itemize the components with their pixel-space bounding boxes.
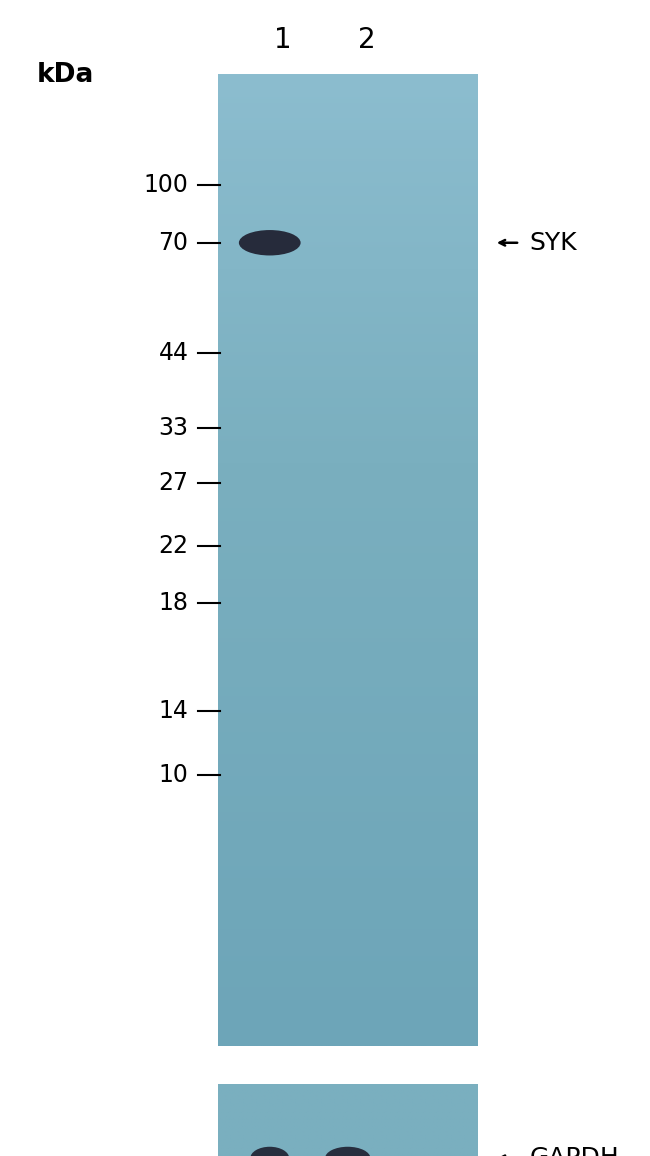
Text: GAPDH: GAPDH [530,1147,619,1156]
Text: 70: 70 [159,231,188,254]
Text: kDa: kDa [37,62,94,88]
Ellipse shape [250,1147,289,1156]
Text: 22: 22 [159,534,188,557]
Text: 18: 18 [159,592,188,615]
Text: 2: 2 [358,27,376,54]
Text: 10: 10 [159,763,188,786]
Text: 14: 14 [159,699,188,722]
Text: 33: 33 [159,416,188,439]
Text: SYK: SYK [530,231,577,254]
Text: 44: 44 [159,341,188,364]
Text: 1: 1 [274,27,292,54]
Ellipse shape [239,230,300,255]
Text: 27: 27 [159,472,188,495]
Ellipse shape [325,1147,370,1156]
Text: 100: 100 [144,173,188,197]
